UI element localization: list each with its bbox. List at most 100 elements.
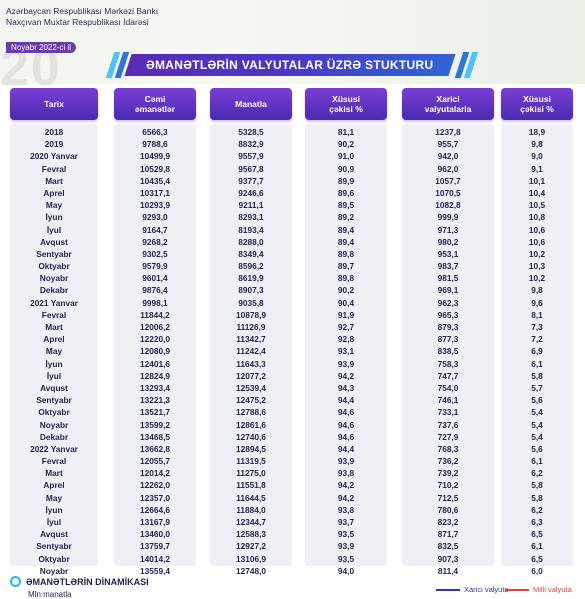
table-cell: İyul [46, 370, 62, 381]
table-cell: 12014,2 [140, 468, 170, 479]
table-cell: 89,7 [337, 261, 355, 272]
table-row: Mart 10435,4 9377,7 89,9 1057,7 10,1 [0, 175, 585, 187]
table-cell: 11643,3 [236, 358, 266, 369]
table-cell: 9567,8 [238, 163, 264, 174]
table-cell: 10499,9 [140, 151, 170, 162]
table-cell: 980,2 [437, 236, 459, 247]
table-cell: 10878,9 [236, 309, 266, 320]
table-row: Oktyabr 9579,9 8596,2 89,7 983,7 10,3 [0, 260, 585, 272]
table-cell: 8193,4 [238, 224, 264, 235]
table-cell: 93,9 [337, 456, 355, 467]
table-cell: 12344,7 [236, 517, 266, 527]
table-cell: 6,5 [531, 529, 543, 540]
table-cell: 10,8 [528, 212, 546, 223]
table-cell: 5,4 [531, 407, 543, 418]
table-cell: 955,7 [437, 139, 459, 150]
table-row: Dekabr 13468,5 12740,6 94,6 727,9 5,4 [0, 431, 585, 443]
table-cell: Mart [45, 322, 63, 332]
table-cell: 953,1 [437, 248, 459, 259]
table-cell: 9788,6 [142, 139, 168, 150]
table-cell: 12894,5 [236, 443, 266, 454]
column-header-label: Xüsusi çəkisi % [329, 94, 363, 114]
table-row: Oktyabr 14014,2 13106,9 93,5 907,3 6,5 [0, 553, 585, 565]
organization-line-1: Azərbaycan Respublikası Mərkəzi Bankı [6, 6, 159, 16]
table-cell: 93,5 [337, 529, 355, 540]
table-cell: İyun [45, 358, 63, 369]
table-cell: 93,7 [337, 517, 355, 527]
table-cell: 965,3 [437, 309, 459, 320]
table-cell: 90,9 [337, 163, 355, 174]
table-cell: 5,8 [531, 370, 543, 381]
table-cell: 2019 [44, 139, 64, 150]
date-badge: Noyabr 2022-ci il [6, 42, 77, 53]
table-cell: 11126,9 [236, 322, 266, 332]
table-row: Fevral 11844,2 10878,9 91,9 965,3 8,1 [0, 309, 585, 321]
table-cell: 92,8 [337, 334, 355, 345]
table-cell: 9,8 [531, 285, 543, 296]
table-cell: Mart [45, 468, 63, 479]
table-row: İyun 12401,6 11643,3 93,9 758,3 6,1 [0, 358, 585, 370]
table-cell: 754,0 [437, 382, 459, 393]
table-cell: 10,2 [528, 248, 546, 259]
table-cell: 93,8 [337, 468, 355, 479]
table-cell: 5,8 [531, 492, 543, 503]
table-row: İyul 13167,9 12344,7 93,7 823,2 6,3 [0, 516, 585, 528]
table-cell: 5,8 [531, 480, 543, 491]
legend-manat: Milli valyuta [505, 585, 572, 594]
table-cell: 94,4 [337, 395, 355, 406]
table-cell: 12077,2 [236, 370, 266, 381]
column-background-date [10, 124, 98, 566]
table-row: May 10293,9 9211,1 89,5 1082,8 10,5 [0, 199, 585, 211]
column-header-manat-share: Xüsusi çəkisi % [305, 88, 387, 120]
table-cell: 8349,4 [238, 248, 264, 259]
table-row: May 12357,0 11644,5 94,2 712,5 5,8 [0, 492, 585, 504]
table-cell: 983,7 [437, 261, 459, 272]
column-header-label: Xarici valyutalarla [424, 94, 472, 114]
table-row: 2021 Yanvar 9998,1 9035,8 90,4 962,3 9,6 [0, 297, 585, 309]
table-cell: Avqust [40, 529, 68, 540]
table-cell: 10,2 [528, 273, 546, 284]
table-cell: 6566,3 [142, 127, 168, 137]
table-cell: 9601,4 [142, 273, 168, 284]
legend-line-foreign [436, 588, 460, 591]
table-cell: 9164,7 [142, 224, 168, 235]
table-cell: 712,5 [437, 492, 459, 503]
table-cell: 94,2 [337, 480, 355, 491]
table-cell: 10,3 [528, 261, 546, 272]
table-cell: 5,7 [531, 382, 543, 393]
table-cell: 879,3 [437, 322, 459, 332]
table-cell: 11844,2 [140, 309, 170, 320]
circle-bullet-icon [10, 576, 21, 587]
column-background-total [114, 124, 196, 566]
table-cell: 8288,0 [238, 236, 264, 247]
table-row: 2022 Yanvar 13662,8 12894,5 94,4 768,3 5,6 [0, 443, 585, 455]
table-cell: 2020 Yanvar [30, 151, 78, 162]
table-cell: 94,4 [337, 443, 355, 454]
table-row: İyul 12824,9 12077,2 94,2 747,7 5,8 [0, 370, 585, 382]
table-cell: 838,5 [437, 346, 459, 357]
table-cell: 12262,0 [140, 480, 170, 491]
legend-manat-label: Milli valyuta [533, 585, 572, 594]
table-row: Fevral 10529,8 9567,8 90,9 962,0 9,1 [0, 163, 585, 175]
table-cell: 6,3 [531, 517, 543, 527]
table-cell: 89,8 [337, 273, 355, 284]
table-cell: 11275,0 [236, 468, 266, 479]
table-cell: 12220,0 [140, 334, 170, 345]
table-cell: 11884,0 [236, 504, 266, 515]
table-row: Sentyabr 13759,7 12927,2 93,9 832,5 6,1 [0, 540, 585, 552]
table-cell: Oktyabr [38, 553, 70, 564]
table-cell: 6,2 [531, 504, 543, 515]
table-cell: 736,2 [437, 456, 459, 467]
table-cell: 18,9 [528, 127, 546, 137]
table-cell: 942,0 [437, 151, 459, 162]
table-row: İyun 12664,6 11884,0 93,8 780,6 6,2 [0, 504, 585, 516]
table-row: Noyabr 13599,2 12861,6 94,6 737,6 5,4 [0, 419, 585, 431]
table-cell: Dekabr [39, 431, 69, 442]
table-cell: Sentyabr [36, 395, 72, 406]
table-cell: 8293,1 [238, 212, 264, 223]
table-cell: 1237,8 [435, 127, 461, 137]
table-row: İyun 9293,0 8293,1 89,2 999,9 10,8 [0, 211, 585, 223]
column-header-date: Tarix [10, 88, 98, 120]
table-cell: 9293,0 [142, 212, 168, 223]
table-cell: 9302,5 [142, 248, 168, 259]
